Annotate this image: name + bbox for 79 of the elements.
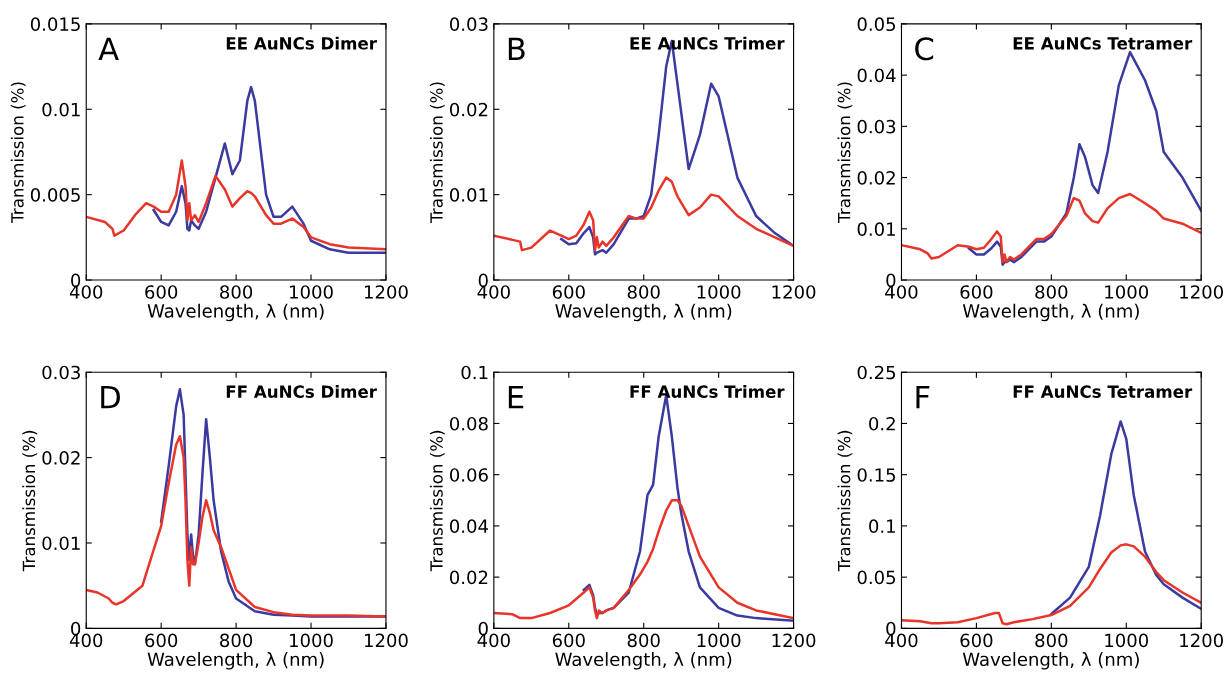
text: FF AuNCs Dimer: [226, 385, 377, 398]
x-axis-title: Wavelength, λ (nm): [962, 303, 1139, 322]
y-tick-label: 0.06: [449, 468, 488, 482]
y-tick-label: 0.03: [42, 365, 80, 380]
x-tick-label: 1200: [1180, 633, 1223, 648]
x-tick-label: 1000: [290, 285, 333, 299]
y-axis-title: Transmission (%): [429, 430, 445, 572]
x-axis-title: Wavelength, λ (nm): [555, 303, 732, 322]
text: FF AuNCs Trimer: [630, 385, 785, 398]
y-tick-label: 0.005: [30, 188, 80, 202]
annotation: E: [508, 385, 524, 409]
text: EE AuNCs Tetramer: [1013, 37, 1193, 50]
annotation: F: [916, 385, 930, 409]
x-tick-label: 1200: [772, 633, 816, 648]
x-tick-label: 600: [145, 285, 178, 299]
x-tick-label: 1200: [364, 633, 408, 648]
x-tick-label: 1200: [1180, 285, 1223, 299]
x-tick-label: 1200: [364, 285, 408, 299]
y-tick-label: 0.08: [449, 416, 488, 431]
line-series: [86, 159, 386, 251]
y-axis-title: Transmission (%): [429, 82, 445, 223]
y-tick-label: 0.05: [857, 570, 896, 585]
y-tick-label: 0.02: [42, 451, 80, 465]
line-series: [152, 85, 386, 254]
x-tick-label: 1000: [1105, 633, 1149, 648]
x-tick-label: 600: [960, 633, 993, 648]
x-tick-label: 1000: [1105, 285, 1149, 299]
x-tick-label: 800: [627, 285, 660, 299]
x-tick-label: 600: [145, 633, 178, 648]
x-tick-label: 1200: [772, 285, 816, 299]
y-tick-label: 0.1: [461, 365, 488, 380]
line-series: [493, 176, 794, 252]
y-tick-label: 0.2: [869, 416, 895, 431]
x-tick-label: 600: [552, 285, 585, 299]
x-tick-label: 600: [960, 285, 993, 299]
line-series: [86, 435, 386, 618]
y-tick-label: 0.1: [869, 519, 895, 534]
y-tick-label: 0.01: [449, 188, 488, 202]
annotation: D: [101, 385, 120, 409]
y-tick-label: 0.01: [857, 222, 895, 236]
x-tick-label: 1000: [697, 285, 741, 299]
x-tick-label: 600: [552, 633, 585, 648]
y-tick-label: 0.03: [449, 17, 488, 32]
x-axis-title: Wavelength, λ (nm): [962, 652, 1139, 670]
line-series: [1050, 420, 1202, 616]
y-tick-label: 0.01: [42, 536, 80, 551]
line-series: [901, 192, 1202, 264]
x-axis-title: Wavelength, λ (nm): [147, 652, 324, 670]
annotation: B: [508, 37, 525, 60]
x-tick-label: 800: [627, 633, 660, 648]
y-axis-title: Transmission (%): [10, 82, 26, 223]
y-axis-title: Transmission (%): [837, 430, 853, 572]
y-axis-title: Transmission (%): [22, 430, 38, 572]
x-tick-label: 800: [1035, 285, 1068, 299]
x-tick-label: 800: [1035, 633, 1068, 648]
y-tick-label: 0.04: [857, 68, 896, 83]
annotation: C: [915, 37, 934, 61]
y-tick-label: 0.02: [857, 171, 895, 185]
x-tick-label: 800: [220, 633, 253, 648]
x-tick-label: 1000: [290, 633, 333, 648]
line-series: [493, 499, 794, 620]
y-tick-label: 0.02: [449, 570, 488, 585]
y-tick-label: 0.25: [857, 365, 896, 380]
y-tick-label: 0.015: [30, 17, 80, 32]
line-series: [967, 50, 1202, 266]
x-axis-title: Wavelength, λ (nm): [555, 652, 732, 670]
y-tick-label: 0.15: [857, 468, 896, 482]
x-axis-title: Wavelength, λ (nm): [147, 303, 324, 322]
y-tick-label: 0.02: [449, 102, 488, 117]
y-axis-title: Transmission (%): [837, 82, 853, 223]
x-tick-label: 1000: [697, 633, 741, 648]
y-tick-label: 0.03: [857, 119, 896, 134]
text: FF AuNCs Tetramer: [1013, 385, 1193, 398]
text: EE AuNCs Dimer: [226, 36, 377, 50]
y-tick-label: 0.04: [449, 519, 488, 534]
annotation: A: [98, 37, 119, 60]
x-tick-label: 800: [220, 285, 253, 299]
y-tick-label: 0.05: [857, 17, 896, 32]
y-tick-label: 0.01: [42, 102, 80, 117]
